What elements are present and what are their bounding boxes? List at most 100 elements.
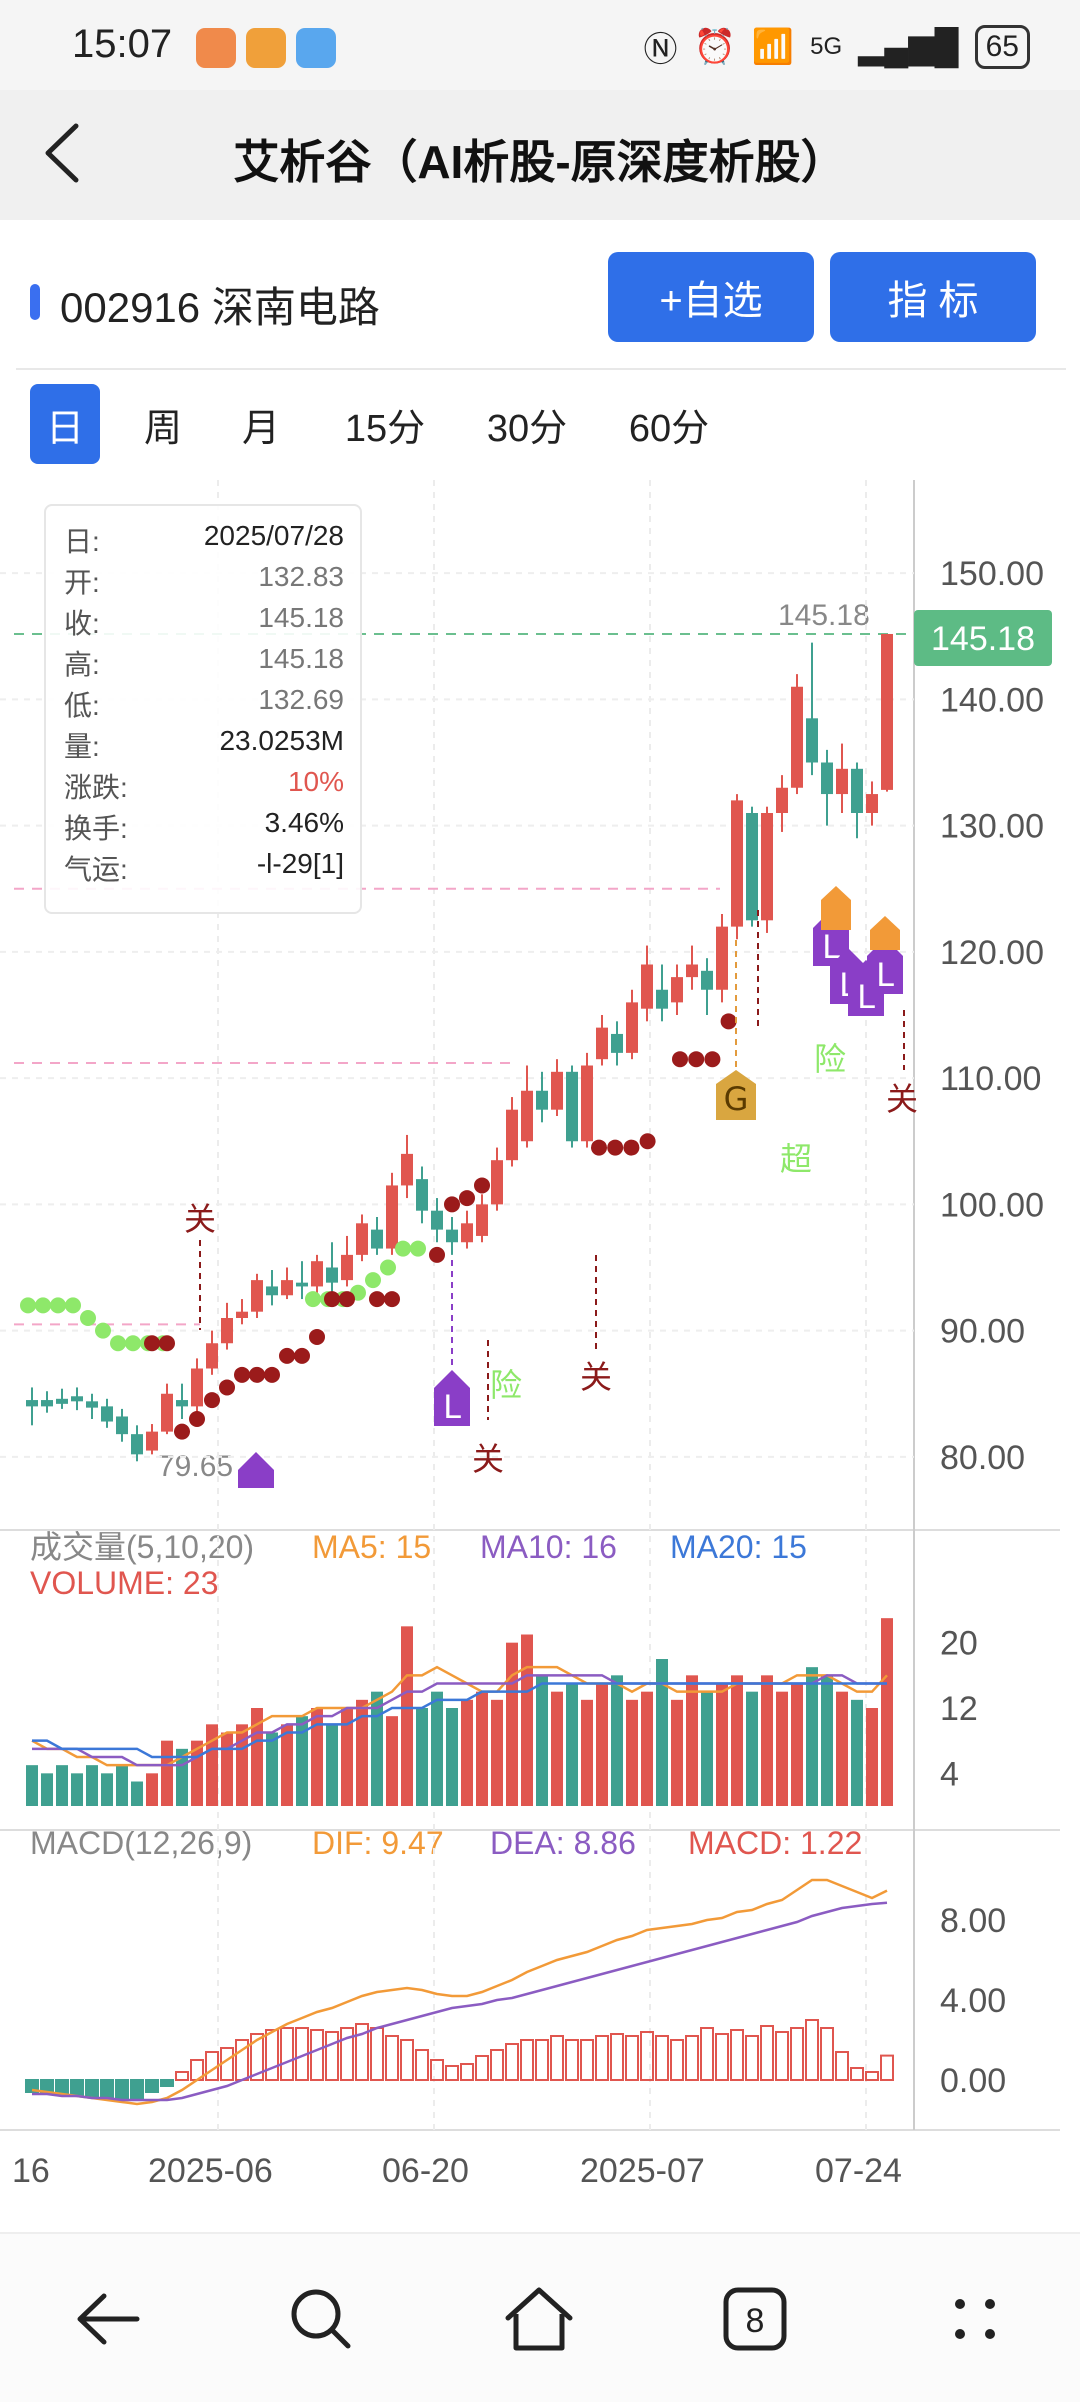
indicator-button[interactable]: 指 标 bbox=[830, 252, 1036, 342]
info-value: 132.83 bbox=[258, 561, 344, 592]
weather-icon bbox=[296, 28, 336, 68]
volume-bar bbox=[791, 1683, 803, 1806]
macd-bar bbox=[790, 2027, 804, 2081]
trend-dot-green bbox=[65, 1297, 81, 1314]
macd-bar bbox=[850, 2067, 864, 2081]
macd-bar bbox=[730, 2029, 744, 2081]
trend-dot-red bbox=[639, 1133, 656, 1150]
volume-tick-label: 4 bbox=[940, 1755, 959, 1793]
l-signal-label: L bbox=[876, 956, 894, 994]
trend-dot-red bbox=[144, 1335, 160, 1352]
info-label: 收: bbox=[64, 608, 100, 639]
volume-bar bbox=[386, 1716, 398, 1806]
trend-dot-green bbox=[125, 1335, 141, 1352]
volume-bar bbox=[416, 1708, 428, 1806]
volume-bar bbox=[806, 1667, 818, 1806]
volume-bar bbox=[776, 1691, 788, 1806]
info-row: 量: 23.0253M bbox=[64, 725, 344, 763]
info-row: 换手: 3.46% bbox=[64, 807, 344, 845]
macd-bar bbox=[340, 2027, 354, 2081]
tab-60min[interactable]: 60分 bbox=[628, 407, 710, 450]
trend-dot-red bbox=[474, 1177, 490, 1194]
volume-bar bbox=[611, 1675, 623, 1806]
candle-body bbox=[716, 926, 728, 990]
candle-body bbox=[881, 633, 893, 790]
macd-bar bbox=[550, 2035, 564, 2081]
info-value: 132.69 bbox=[258, 684, 344, 715]
macd-bar bbox=[55, 2079, 69, 2095]
volume-bar bbox=[326, 1724, 338, 1806]
app-notification-icon bbox=[246, 28, 286, 68]
candle-body bbox=[671, 977, 683, 1003]
warning-marker bbox=[821, 886, 851, 930]
candle-body bbox=[131, 1434, 143, 1455]
home-icon[interactable] bbox=[494, 2274, 584, 2364]
tab-15min[interactable]: 15分 bbox=[344, 407, 426, 450]
macd-bar bbox=[175, 2071, 189, 2081]
volume-tick-label: 12 bbox=[940, 1690, 978, 1728]
candle-body bbox=[626, 1002, 638, 1053]
macd-bar bbox=[505, 2043, 519, 2081]
candle-body bbox=[476, 1204, 488, 1236]
macd-bar bbox=[145, 2079, 159, 2093]
candle-body bbox=[596, 1027, 608, 1060]
volume-bar bbox=[491, 1699, 503, 1806]
super-signal-label: 超 bbox=[780, 1140, 812, 1178]
volume-title: 成交量(5,10,20) bbox=[30, 1529, 254, 1565]
volume-bar bbox=[446, 1708, 458, 1806]
ma5-line bbox=[31, 1665, 888, 1767]
info-row: 日: 2025/07/28 bbox=[64, 520, 344, 558]
stock-chart[interactable]: 成交量(5,10,20) MA5: 15 MA10: 16 MA20: 15 V… bbox=[0, 470, 1080, 2210]
volume-bar bbox=[761, 1675, 773, 1806]
volume-bar bbox=[431, 1691, 443, 1806]
menu-icon[interactable] bbox=[930, 2274, 1020, 2364]
tab-30min[interactable]: 30分 bbox=[486, 407, 568, 450]
search-icon[interactable] bbox=[276, 2274, 366, 2364]
low-price-marker: 79.65 bbox=[158, 1450, 233, 1483]
warning-marker bbox=[870, 916, 900, 950]
trend-dot-green bbox=[110, 1335, 126, 1352]
candle-body bbox=[86, 1401, 98, 1408]
app-notification-icon bbox=[196, 28, 236, 68]
volume-bar bbox=[671, 1699, 683, 1806]
macd-bar bbox=[520, 2039, 534, 2081]
volume-bar bbox=[731, 1675, 743, 1806]
tab-week[interactable]: 周 bbox=[143, 407, 182, 450]
macd-bar bbox=[415, 2049, 429, 2081]
trend-dot-red bbox=[688, 1051, 705, 1068]
candle-body bbox=[866, 794, 878, 813]
close-signal-label: 关 bbox=[580, 1358, 612, 1396]
status-right: Ⓝ ⏰ 📶 5G ▂▄▆█ 65 bbox=[643, 22, 1030, 71]
tab-month[interactable]: 月 bbox=[241, 407, 280, 450]
trend-dot-red bbox=[704, 1051, 721, 1068]
add-watchlist-button[interactable]: +自选 bbox=[608, 252, 814, 342]
volume-bar bbox=[656, 1659, 668, 1806]
tab-day[interactable]: 日 bbox=[30, 384, 100, 464]
volume-bar bbox=[596, 1683, 608, 1806]
trend-dot-red bbox=[249, 1366, 265, 1383]
info-value: 3.46% bbox=[264, 807, 344, 838]
candle-body bbox=[251, 1280, 263, 1312]
info-row: 收: 145.18 bbox=[64, 602, 344, 640]
back-icon[interactable] bbox=[62, 2274, 152, 2364]
volume-bar bbox=[71, 1773, 83, 1806]
candle-body bbox=[296, 1282, 308, 1287]
candle-body bbox=[116, 1416, 128, 1435]
trend-dot-red bbox=[444, 1196, 460, 1213]
volume-bar bbox=[701, 1691, 713, 1806]
macd-bar bbox=[760, 2025, 774, 2081]
tabs-icon[interactable]: 8 bbox=[710, 2274, 800, 2364]
candle-body bbox=[746, 813, 758, 921]
macd-bar bbox=[865, 2071, 879, 2081]
back-arrow-icon[interactable] bbox=[36, 118, 96, 188]
macd-bar bbox=[265, 2029, 279, 2081]
trend-dot-red bbox=[204, 1392, 220, 1409]
volume-tick-label: 20 bbox=[940, 1625, 978, 1663]
candle-body bbox=[371, 1229, 383, 1249]
danger-signal-label: 险 bbox=[814, 1040, 846, 1078]
candle-body bbox=[551, 1071, 563, 1110]
battery-indicator: 65 bbox=[974, 24, 1030, 69]
trend-dot-red bbox=[324, 1291, 340, 1308]
trend-dot-green bbox=[365, 1272, 381, 1289]
volume-bar bbox=[551, 1691, 563, 1806]
